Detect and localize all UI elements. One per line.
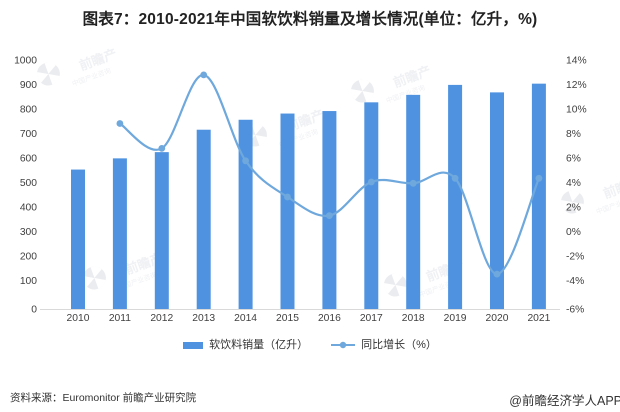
svg-text:2013: 2013 (192, 313, 215, 324)
svg-text:900: 900 (20, 80, 37, 91)
svg-text:2012: 2012 (150, 313, 173, 324)
svg-text:2018: 2018 (402, 313, 425, 324)
svg-text:0: 0 (31, 305, 37, 316)
svg-text:400: 400 (20, 203, 37, 214)
svg-text:2017: 2017 (360, 313, 383, 324)
svg-text:-4%: -4% (566, 276, 584, 287)
svg-text:300: 300 (20, 227, 37, 238)
svg-text:700: 700 (20, 129, 37, 140)
svg-text:2015: 2015 (276, 313, 299, 324)
svg-text:4%: 4% (566, 178, 581, 189)
svg-text:100: 100 (20, 276, 37, 287)
svg-text:2010: 2010 (67, 313, 90, 324)
svg-text:2011: 2011 (109, 313, 131, 324)
svg-text:800: 800 (20, 105, 37, 116)
svg-text:6%: 6% (566, 154, 581, 165)
svg-text:8%: 8% (566, 129, 581, 140)
svg-text:0%: 0% (566, 227, 581, 238)
svg-text:2014: 2014 (234, 313, 257, 324)
svg-text:12%: 12% (566, 80, 587, 91)
svg-text:2021: 2021 (527, 313, 550, 324)
svg-text:14%: 14% (566, 56, 587, 67)
svg-text:-2%: -2% (566, 252, 584, 263)
svg-text:600: 600 (20, 154, 37, 165)
svg-text:-6%: -6% (566, 305, 584, 316)
svg-text:500: 500 (20, 178, 37, 189)
svg-text:1000: 1000 (14, 56, 37, 67)
svg-text:10%: 10% (566, 105, 587, 116)
svg-text:2020: 2020 (486, 313, 509, 324)
svg-text:2019: 2019 (444, 313, 467, 324)
svg-text:200: 200 (20, 252, 37, 263)
svg-text:2016: 2016 (318, 313, 341, 324)
svg-text:2%: 2% (566, 203, 581, 214)
